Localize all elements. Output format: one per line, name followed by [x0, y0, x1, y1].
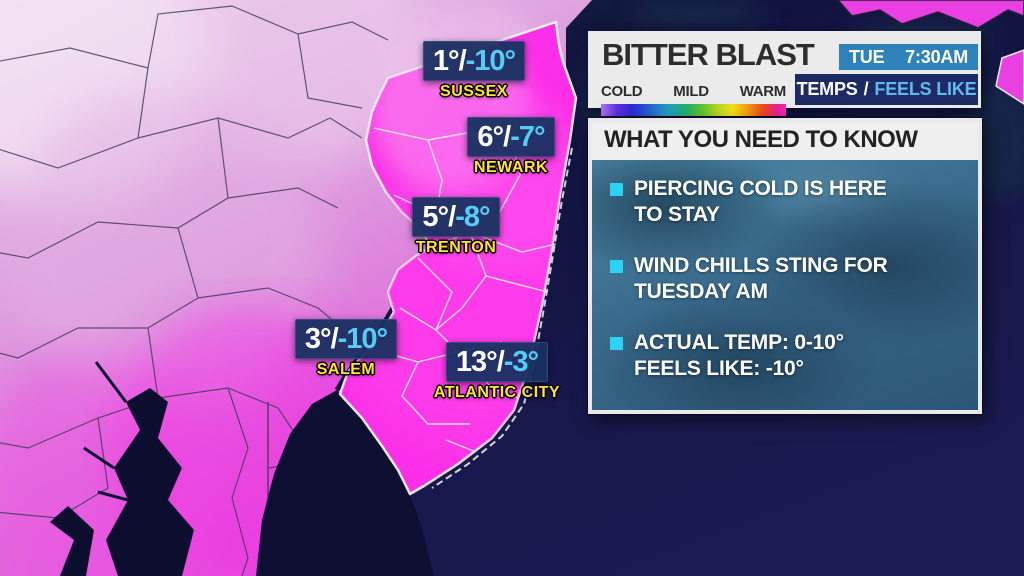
temp-box: 1°/-10° [422, 41, 526, 81]
scale-label-cold: COLD [601, 83, 643, 100]
time-label: 7:30AM [905, 46, 968, 67]
bullet-line: FEELS LIKE: -10° [634, 356, 804, 380]
bullet-square-icon [610, 183, 623, 197]
delaware-bay [256, 390, 434, 576]
actual-temp: 13°/ [455, 345, 505, 378]
bullet-item: ACTUAL TEMP: 0-10° FEELS LIKE: -10° [610, 330, 962, 382]
day-label: TUE [849, 46, 885, 67]
actual-temp: 6°/ [477, 120, 511, 153]
feels-like-temp: -7° [510, 120, 545, 153]
bullet-text: WIND CHILLS STING FOR TUESDAY AM [634, 253, 888, 305]
mode-temps-label: TEMPS [796, 79, 858, 99]
city-label: NEWARK [473, 159, 549, 176]
city-label: TRENTON [415, 239, 497, 256]
bullet-text: PIERCING COLD IS HERE TO STAY [634, 176, 887, 228]
info-panel: WHAT YOU NEED TO KNOW PIERCING COLD IS H… [588, 118, 982, 414]
temp-box: 6°/-7° [467, 117, 555, 157]
actual-temp: 1°/ [432, 44, 467, 77]
station-atlantic-city: 13°/-3° ATLANTIC CITY [412, 342, 582, 402]
header-panel: BITTER BLAST COLD MILD WARM TUE 7:30AM T… [588, 31, 981, 116]
mode-separator: / [863, 79, 869, 99]
display-mode-badge: TEMPS / FEELS LIKE [795, 74, 978, 105]
scale-label-mild: MILD [673, 83, 709, 100]
station-newark: 6°/-7° NEWARK [437, 117, 585, 177]
feels-like-temp: -10° [337, 322, 389, 355]
bullet-line: TUESDAY AM [634, 279, 768, 303]
station-sussex: 1°/-10° SUSSEX [400, 41, 548, 101]
city-label: SALEM [316, 361, 376, 378]
feels-like-temp: -8° [455, 200, 490, 233]
actual-temp: 3°/ [304, 322, 339, 355]
bullet-item: PIERCING COLD IS HERE TO STAY [610, 176, 962, 228]
chesapeake-arm [50, 506, 94, 576]
feels-like-temp: -10° [465, 44, 517, 77]
chesapeake-bay [106, 388, 194, 576]
mode-feels-like-label: FEELS LIKE [874, 79, 977, 99]
scale-label-warm: WARM [739, 83, 787, 100]
feels-like-temp: -3° [503, 345, 539, 378]
bullet-square-icon [610, 260, 623, 274]
bullet-line: TO STAY [634, 203, 720, 227]
bullet-line: ACTUAL TEMP: 0-10° [634, 330, 844, 354]
station-salem: 3°/-10° SALEM [272, 319, 420, 379]
temp-box: 3°/-10° [294, 319, 398, 359]
timestamp-badge: TUE 7:30AM [839, 44, 978, 70]
temperature-color-scale [601, 104, 786, 116]
station-trenton: 5°/-8° TRENTON [382, 197, 530, 257]
headline-title: BITTER BLAST [602, 37, 815, 72]
bullet-line: WIND CHILLS STING FOR [634, 254, 888, 278]
actual-temp: 5°/ [422, 200, 456, 233]
long-island-land [837, 0, 1024, 105]
county-lines-west [0, 5, 389, 576]
city-label: ATLANTIC CITY [433, 384, 561, 401]
info-panel-title: WHAT YOU NEED TO KNOW [592, 122, 978, 161]
bullet-item: WIND CHILLS STING FOR TUESDAY AM [610, 253, 962, 305]
bullet-square-icon [610, 336, 623, 350]
city-label: SUSSEX [440, 83, 508, 100]
bullet-line: PIERCING COLD IS HERE [634, 177, 887, 201]
info-panel-body: PIERCING COLD IS HERE TO STAY WIND CHILL… [592, 160, 978, 410]
temp-box: 5°/-8° [412, 197, 500, 237]
bullet-text: ACTUAL TEMP: 0-10° FEELS LIKE: -10° [634, 330, 844, 382]
temp-box: 13°/-3° [445, 342, 549, 382]
color-scale-labels: COLD MILD WARM [601, 83, 786, 100]
